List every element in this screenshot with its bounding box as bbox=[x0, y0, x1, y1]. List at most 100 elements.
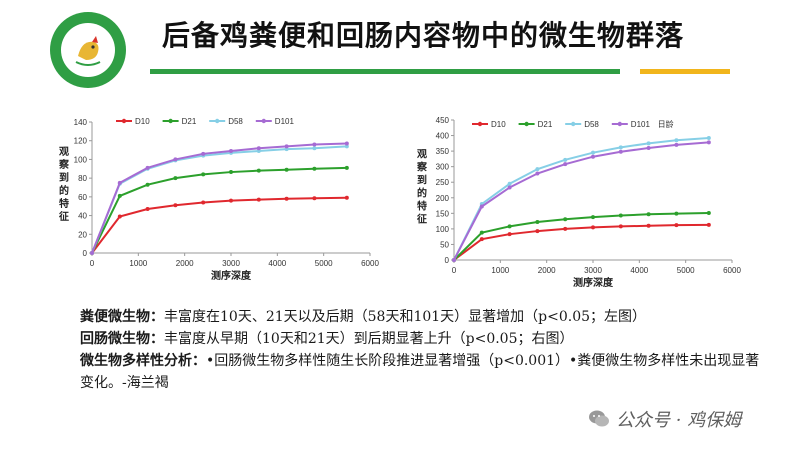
chart-0-series-D101-point-5 bbox=[229, 149, 233, 154]
chart-0-series-D10-point-5 bbox=[229, 198, 233, 203]
chart-0-series-D10-point-9 bbox=[344, 195, 349, 200]
chart-0-ytick-label-4: 80 bbox=[78, 174, 87, 183]
chart-0-series-D21-point-8 bbox=[312, 166, 317, 171]
findings-text: 粪便微生物：丰富度在10天、21天以及后期（58天和101天）显著增加（p<0.… bbox=[80, 306, 760, 394]
chart-0-series-D101-line bbox=[91, 142, 347, 254]
chart-0-series-D10-point-1 bbox=[117, 214, 122, 219]
chart-1-ytick-label-8: 400 bbox=[436, 132, 450, 141]
chart-0-series-D58-point-6 bbox=[256, 149, 261, 154]
chart-1-series-D58-line bbox=[453, 137, 709, 261]
chart-1-series-D21-point-3 bbox=[535, 220, 540, 225]
page-title: 后备鸡粪便和回肠内容物中的微生物群落 bbox=[162, 19, 685, 52]
chart-0-ytick-label-3: 60 bbox=[78, 193, 87, 202]
chart-0-series-D10-point-8 bbox=[312, 196, 317, 201]
chart-1-series-D21-point-1 bbox=[479, 230, 484, 235]
chart-0-legend-marker-D21 bbox=[168, 118, 173, 124]
chart-0-series-D10-point-7 bbox=[284, 196, 289, 201]
chart-1-xtick-label-4: 4000 bbox=[630, 266, 648, 275]
chart-0-xtick-label-6: 6000 bbox=[361, 259, 379, 268]
chart-1-ytick-label-3: 150 bbox=[436, 209, 450, 218]
chart-0-legend-marker-D10 bbox=[121, 118, 127, 124]
chart-1-ytick-label-6: 300 bbox=[436, 163, 450, 172]
chart-0-xtick-label-0: 0 bbox=[90, 259, 95, 268]
chart-0-xtick-label-4: 4000 bbox=[268, 259, 286, 268]
chart-1-series-D101-point-3 bbox=[535, 171, 540, 176]
chart-0-series-D101-point-1 bbox=[117, 180, 122, 185]
chart-1-y-axis-label: 观察到的特征 bbox=[416, 149, 428, 226]
chart-0-xtick-label-5: 5000 bbox=[315, 259, 333, 268]
chart-1-series-D101-point-0 bbox=[452, 258, 456, 262]
chart-0-series-D10-point-2 bbox=[145, 207, 150, 212]
chart-1-ytick-label-2: 100 bbox=[436, 225, 450, 234]
chart-1-xtick-label-0: 0 bbox=[452, 266, 457, 275]
chart-1-series-D101-point-8 bbox=[674, 142, 679, 147]
ileal-finding-label: 回肠微生物： bbox=[80, 331, 164, 347]
title-underline-yellow bbox=[640, 69, 730, 74]
chart-0-xtick-label-2: 2000 bbox=[176, 259, 194, 268]
chart-0-series-D21-point-7 bbox=[284, 167, 289, 172]
chart-0-series-D21-point-3 bbox=[173, 176, 178, 181]
chart-1-legend-label-D10: D10 bbox=[491, 120, 506, 129]
chart-0-series-D101-point-0 bbox=[90, 251, 94, 255]
diversity-finding-text: •回肠微生物多样性随生长阶段推进显著增强（p<0.001）•粪便微生物多样性未出… bbox=[80, 353, 760, 391]
chart-1-series-D21-point-6 bbox=[618, 213, 623, 218]
chart-0-y-axis-label: 观察到的特征 bbox=[58, 146, 70, 223]
chart-0-series-D21-point-1 bbox=[117, 193, 122, 198]
fecal-finding-label: 粪便微生物： bbox=[80, 309, 164, 325]
chart-0-series-D21-point-4 bbox=[201, 172, 206, 177]
chart-1-ytick-label-4: 200 bbox=[436, 194, 450, 203]
chart-0-series-D58-point-7 bbox=[284, 147, 289, 152]
fecal-rarefaction-chart: 0 20 40 60 80 100 120 140 0 1000 2000 3000 4000 5000 6… bbox=[50, 110, 390, 300]
chart-1-series-D10-point-4 bbox=[563, 226, 568, 231]
chart-0-series-D10-line bbox=[91, 196, 347, 254]
chart-0-legend-marker-D101 bbox=[261, 118, 266, 124]
chart-0-legend-label-D58: D58 bbox=[228, 117, 243, 126]
chart-1-series-D101-point-9 bbox=[706, 140, 711, 145]
chart-1-series-D58-point-2 bbox=[507, 181, 512, 186]
wechat-icon bbox=[589, 410, 609, 427]
chart-0-series-D58-line bbox=[91, 145, 347, 254]
chart-1-series-D21-point-4 bbox=[563, 217, 568, 222]
chart-1-legend-marker-D21 bbox=[524, 121, 529, 127]
ileal-rarefaction-chart: 0 50 100 150 200 250 300 350 400 450 0 1000 2000 3000… bbox=[410, 110, 750, 300]
chart-1-series-D101-line bbox=[453, 141, 709, 261]
chart-1-xtick-label-2: 2000 bbox=[538, 266, 556, 275]
chart-1-legend-marker-D101 bbox=[617, 121, 622, 127]
chart-0-series-D101-point-3 bbox=[173, 157, 178, 162]
chart-1-series-D10-point-7 bbox=[646, 223, 651, 228]
chart-1-series-D58-point-3 bbox=[535, 167, 540, 172]
chart-0-series-D101-point-4 bbox=[201, 151, 206, 156]
chart-0-series-D21-line bbox=[91, 166, 347, 254]
chart-1-legend-title: 日龄 bbox=[658, 119, 674, 129]
chart-1-series-D21-point-7 bbox=[646, 212, 651, 217]
chart-0-series-D10-point-4 bbox=[201, 200, 206, 205]
chart-1-x-axis-label: 测序深度 bbox=[573, 276, 614, 289]
chart-1-series-D101-point-7 bbox=[646, 146, 651, 150]
chart-0-ytick-label-7: 140 bbox=[74, 118, 88, 127]
chart-1-ytick-label-1: 50 bbox=[440, 240, 449, 249]
chart-1-series-D21-line bbox=[453, 212, 709, 261]
chart-1-ytick-label-9: 450 bbox=[436, 116, 450, 125]
diversity-finding-label: 微生物多样性分析： bbox=[80, 353, 206, 369]
chart-0-ytick-label-2: 40 bbox=[78, 212, 87, 221]
chart-1-series-D58-point-9 bbox=[706, 136, 711, 141]
watermark-text: 公众号 · 鸡保姆 bbox=[616, 410, 742, 431]
chart-1-xtick-label-3: 3000 bbox=[584, 266, 602, 275]
chart-0-series-D10-point-6 bbox=[256, 197, 261, 202]
chart-1-xtick-label-1: 1000 bbox=[491, 266, 509, 275]
chart-1-ytick-label-5: 250 bbox=[436, 178, 450, 187]
chart-0-series-D58-point-9 bbox=[344, 144, 349, 149]
studio-logo bbox=[48, 10, 128, 90]
chart-1-series-D21-point-2 bbox=[507, 224, 512, 229]
chart-1-xtick-label-6: 6000 bbox=[723, 266, 741, 275]
chart-1-series-D10-point-2 bbox=[507, 232, 512, 237]
chart-1-series-D101-point-5 bbox=[591, 154, 595, 159]
chart-0-ytick-label-5: 100 bbox=[74, 155, 88, 164]
chart-1-series-D21-point-8 bbox=[674, 211, 679, 216]
chart-0-series-D21-point-9 bbox=[344, 165, 349, 170]
chart-1-series-D101-point-1 bbox=[479, 204, 484, 209]
fecal-finding-text: 丰富度在10天、21天以及后期（58天和101天）显著增加（p<0.05；左图） bbox=[164, 309, 647, 325]
chart-0-series-D101-point-6 bbox=[256, 146, 261, 151]
chart-1-series-D10-point-5 bbox=[591, 225, 595, 230]
chart-1-series-D58-point-5 bbox=[591, 150, 595, 155]
